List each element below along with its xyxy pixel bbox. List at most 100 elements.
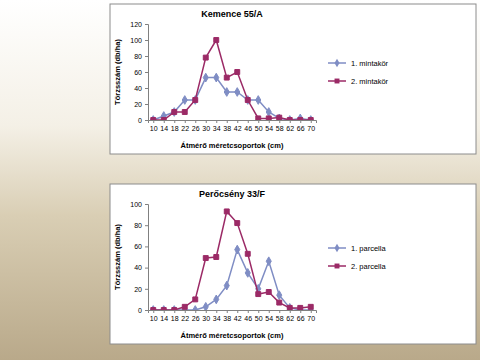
x-tick-mark — [269, 310, 270, 313]
series-marker — [298, 114, 303, 120]
series-marker — [151, 116, 156, 120]
x-tick: 66 — [297, 120, 305, 132]
y-tick-mark — [145, 225, 148, 226]
series-marker — [151, 308, 156, 310]
x-tick-mark — [248, 120, 249, 123]
y-tick-label: 0 — [138, 307, 142, 314]
series-marker — [308, 118, 313, 120]
x-tick: 30 — [202, 310, 210, 322]
series-marker — [151, 118, 156, 120]
legend-marker — [335, 79, 340, 84]
x-tick-label: 34 — [213, 315, 221, 322]
y-tick: 20 — [134, 101, 148, 108]
series-line — [153, 40, 311, 120]
series-marker — [182, 96, 187, 105]
series-marker — [266, 116, 271, 120]
y-tick-mark — [145, 40, 148, 41]
legend-label: 2. mintakör — [351, 77, 389, 86]
x-tick-label: 70 — [307, 125, 315, 132]
chart: 0204060801001201014182226303438424650545… — [110, 4, 476, 154]
x-tick-label: 70 — [307, 315, 315, 322]
x-tick-mark — [153, 120, 154, 123]
x-tick-mark — [164, 120, 165, 123]
x-tick-label: 46 — [244, 125, 252, 132]
x-tick: 70 — [307, 310, 315, 322]
legend: 1. parcella2. parcella — [328, 244, 386, 271]
series-marker — [172, 306, 177, 310]
x-tick-label: 30 — [202, 125, 210, 132]
y-axis: 020406080100 — [130, 201, 148, 314]
series-marker — [203, 256, 208, 261]
y-tick-label: 60 — [134, 69, 142, 76]
marks — [151, 209, 314, 310]
y-tick-mark — [145, 24, 148, 25]
x-tick-label: 50 — [255, 125, 263, 132]
series-marker — [193, 297, 198, 302]
series-marker — [235, 88, 240, 97]
x-tick-mark — [279, 120, 280, 123]
series-marker — [266, 290, 271, 295]
x-tick: 62 — [286, 120, 294, 132]
x-tick: 18 — [171, 310, 179, 322]
series-marker — [214, 255, 219, 260]
y-tick-mark — [145, 56, 148, 57]
marks — [151, 38, 314, 120]
x-tick: 54 — [265, 120, 273, 132]
x-tick: 70 — [307, 120, 315, 132]
x-tick-mark — [248, 310, 249, 313]
series-marker — [182, 304, 187, 309]
legend-marker — [335, 264, 340, 269]
x-axis-line — [149, 311, 317, 314]
y-tick-label: 120 — [130, 21, 142, 28]
x-tick-mark — [290, 120, 291, 123]
y-tick: 40 — [134, 85, 148, 92]
series-marker — [266, 257, 271, 266]
y-tick-mark — [145, 120, 148, 121]
series-marker — [287, 305, 292, 310]
x-tick-label: 18 — [171, 125, 179, 132]
x-tick-mark — [279, 310, 280, 313]
x-tick: 30 — [202, 120, 210, 132]
x-tick: 22 — [181, 120, 189, 132]
x-tick: 26 — [192, 120, 200, 132]
y-tick: 40 — [134, 264, 148, 271]
y-tick-label: 20 — [134, 101, 142, 108]
x-tick-label: 42 — [234, 125, 242, 132]
x-tick-label: 66 — [297, 125, 305, 132]
x-tick-label: 58 — [276, 125, 284, 132]
series-marker — [298, 306, 303, 310]
x-axis: 10141822263034384246505458626670 — [149, 310, 317, 322]
y-tick: 60 — [134, 69, 148, 76]
x-tick-label: 14 — [160, 125, 168, 132]
x-tick: 42 — [234, 120, 242, 132]
x-tick: 18 — [171, 120, 179, 132]
y-tick: 100 — [130, 37, 148, 44]
series-marker — [277, 114, 282, 120]
y-tick-label: 80 — [134, 53, 142, 60]
y-axis: 020406080100120 — [130, 21, 148, 124]
plot: 0204060801001014182226303438424650545862… — [130, 201, 316, 322]
y-tick: 60 — [134, 243, 148, 250]
series-marker — [245, 269, 250, 278]
x-tick-mark — [227, 120, 228, 123]
x-tick-label: 42 — [234, 315, 242, 322]
y-tick-label: 40 — [134, 264, 142, 271]
chart-title: Perőcsény 33/F — [199, 189, 266, 199]
y-tick-mark — [145, 289, 148, 290]
x-tick-label: 38 — [223, 315, 231, 322]
legend: 1. mintakör2. mintakör — [328, 59, 389, 86]
y-axis-title: Törzsszám (db/ha) — [113, 224, 122, 290]
series-marker — [214, 295, 219, 304]
x-tick-mark — [258, 310, 259, 313]
x-tick: 14 — [160, 120, 168, 132]
y-tick: 20 — [134, 286, 148, 293]
series-marker — [193, 98, 198, 103]
series-marker — [151, 306, 156, 310]
x-tick: 54 — [265, 310, 273, 322]
series-marker — [308, 116, 313, 120]
series-marker — [256, 292, 261, 297]
series-line — [153, 211, 311, 310]
x-tick-mark — [195, 120, 196, 123]
series-marker — [182, 110, 187, 115]
series-line — [153, 250, 311, 310]
